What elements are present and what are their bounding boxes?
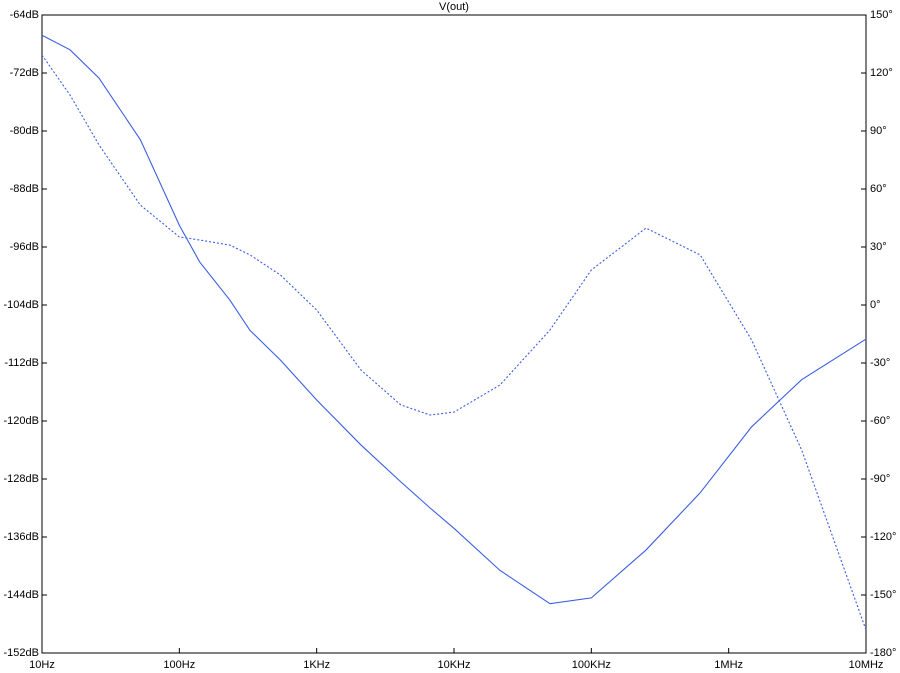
y2-tick-label: -30° — [870, 357, 890, 369]
y-tick-label: -136dB — [4, 531, 39, 543]
y2-tick-label: -90° — [870, 473, 890, 485]
x-tick-label: 100KHz — [572, 659, 611, 671]
y-tick-label: -64dB — [10, 9, 39, 21]
y2-tick-label: 0° — [870, 299, 881, 311]
y2-tick-label: 120° — [870, 67, 893, 79]
x-tick-label: 100Hz — [163, 659, 195, 671]
y-tick-label: -80dB — [10, 125, 39, 137]
y-tick-label: -96dB — [10, 241, 39, 253]
y-tick-label: -128dB — [4, 473, 39, 485]
x-tick-label: 1KHz — [303, 659, 330, 671]
x-tick-label: 10Hz — [29, 659, 55, 671]
y2-tick-label: -180° — [870, 647, 896, 659]
y-tick-label: -72dB — [10, 67, 39, 79]
x-tick-label: 10KHz — [437, 659, 470, 671]
series-line — [41, 34, 867, 605]
y-tick-label: -104dB — [4, 299, 39, 311]
y2-tick-label: -120° — [870, 531, 896, 543]
y2-tick-label: -150° — [870, 589, 896, 601]
y-tick-label: -152dB — [4, 647, 39, 659]
y-tick-label: -120dB — [4, 415, 39, 427]
x-tick-label: 1MHz — [714, 659, 743, 671]
y-tick-label: -144dB — [4, 589, 39, 601]
series-line — [41, 54, 867, 631]
y-tick-label: -88dB — [10, 183, 39, 195]
x-tick-label: 10MHz — [849, 659, 884, 671]
y2-tick-label: 90° — [870, 125, 887, 137]
y2-tick-label: 60° — [870, 183, 887, 195]
y2-tick-label: -60° — [870, 415, 890, 427]
y2-tick-label: 30° — [870, 241, 887, 253]
y-tick-label: -112dB — [4, 357, 39, 369]
plot-frame — [41, 14, 867, 654]
y2-tick-label: 150° — [870, 9, 893, 21]
chart-title: V(out) — [439, 1, 469, 13]
